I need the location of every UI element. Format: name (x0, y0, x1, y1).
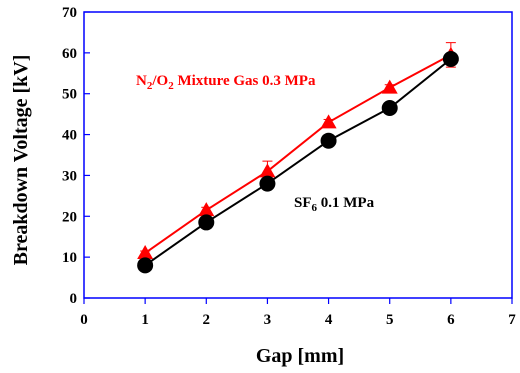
x-tick-label: 5 (386, 312, 394, 328)
x-tick-label: 7 (508, 312, 516, 328)
series-layer (137, 42, 459, 274)
x-tick-label: 0 (80, 312, 88, 328)
y-axis-title: Breakdown Voltage [kV] (10, 55, 32, 266)
y-tick-label: 0 (70, 291, 78, 307)
data-point (259, 163, 276, 178)
y-tick-label: 60 (62, 46, 77, 62)
x-tick-label: 4 (325, 312, 333, 328)
x-axis-title: Gap [mm] (256, 345, 344, 367)
series-line (144, 58, 452, 267)
y-tick-label: 70 (62, 5, 77, 21)
plot-border (83, 11, 513, 299)
annotation-part: SF (294, 195, 312, 211)
annotation-part: 2 (168, 80, 174, 92)
series-line (144, 54, 452, 254)
data-point (442, 50, 459, 67)
x-tick-label: 3 (264, 312, 272, 328)
data-point (137, 245, 154, 260)
y-tick-label: 30 (62, 168, 77, 184)
annotation-part: 0.1 MPa (317, 195, 375, 211)
y-tick-label: 40 (62, 128, 77, 144)
data-point (137, 257, 154, 274)
annotation-n2o2: N2/O2 Mixture Gas 0.3 MPa (136, 73, 316, 92)
x-tick-label: 1 (141, 312, 149, 328)
data-point (381, 100, 398, 117)
annotation-part: Mixture Gas 0.3 MPa (174, 73, 316, 89)
y-tick-label: 10 (62, 250, 77, 266)
x-tick-label: 2 (203, 312, 211, 328)
data-point (381, 79, 398, 94)
annotation-part: N (136, 73, 147, 89)
series-sf6 (137, 50, 459, 274)
data-point (320, 114, 337, 129)
y-tick-label: 50 (62, 87, 77, 103)
y-tick-label: 20 (62, 209, 77, 225)
data-point (320, 132, 337, 149)
data-point (198, 202, 215, 217)
annotation-sf6: SF6 0.1 MPa (294, 195, 375, 214)
data-point (259, 175, 276, 192)
annotation-part: 6 (312, 202, 318, 214)
annotation-part: /O (151, 73, 168, 89)
x-tick-label: 6 (447, 312, 455, 328)
annotation-part: 2 (147, 80, 153, 92)
plot-area (83, 11, 513, 299)
data-point (198, 214, 215, 231)
